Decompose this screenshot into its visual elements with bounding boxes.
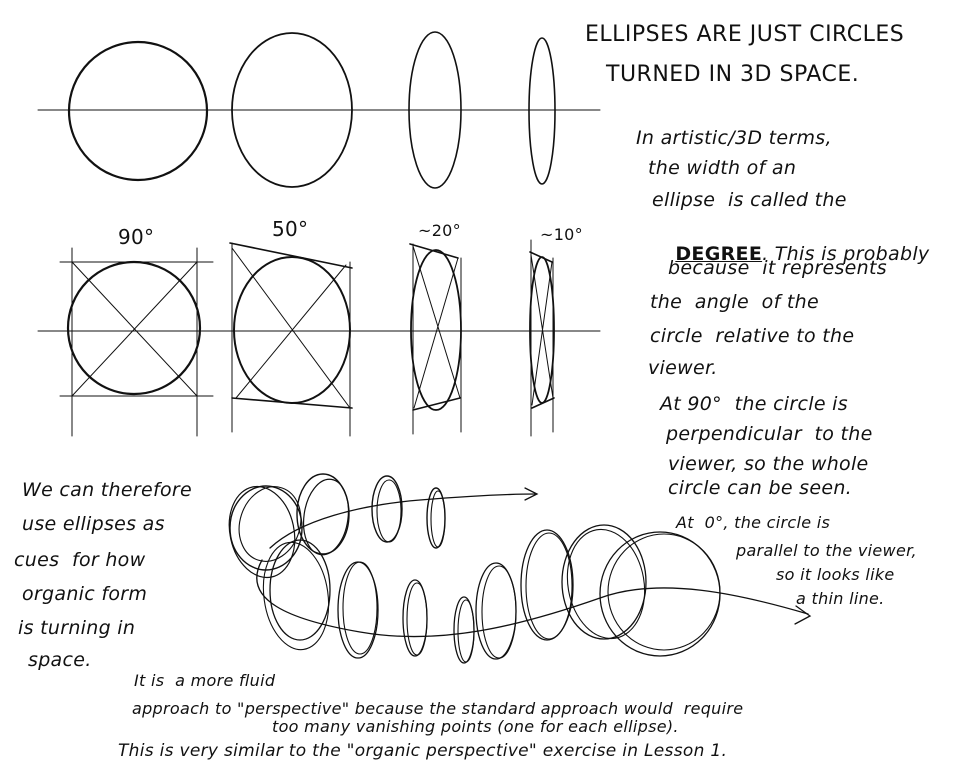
- box-20: [409, 243, 462, 435]
- box-90: [59, 247, 214, 437]
- degree-label-10: ~10°: [540, 225, 583, 244]
- top-ellipse-50: [231, 32, 353, 188]
- top-circle-90: [67, 40, 209, 182]
- top-ellipse-20: [408, 31, 462, 189]
- organic-ellipse-chain: [228, 473, 812, 664]
- degree-term: DEGREE: [675, 242, 763, 265]
- title-line-1: ELLIPSES ARE JUST CIRCLES: [585, 22, 905, 47]
- degree-label-20: ~20°: [418, 221, 461, 240]
- box-10: [529, 239, 555, 437]
- constructed-ellipses: [37, 239, 601, 437]
- flow-arrow-bottom: [256, 559, 809, 638]
- top-ellipse-10: [528, 37, 556, 185]
- degree-label-50: 50°: [272, 217, 309, 241]
- box-50: [229, 242, 353, 437]
- degree-label-90: 90°: [118, 225, 155, 249]
- top-row-ellipses: [37, 31, 601, 189]
- title-line-2: TURNED IN 3D SPACE.: [606, 62, 860, 87]
- flow-arrow-top: [269, 493, 537, 549]
